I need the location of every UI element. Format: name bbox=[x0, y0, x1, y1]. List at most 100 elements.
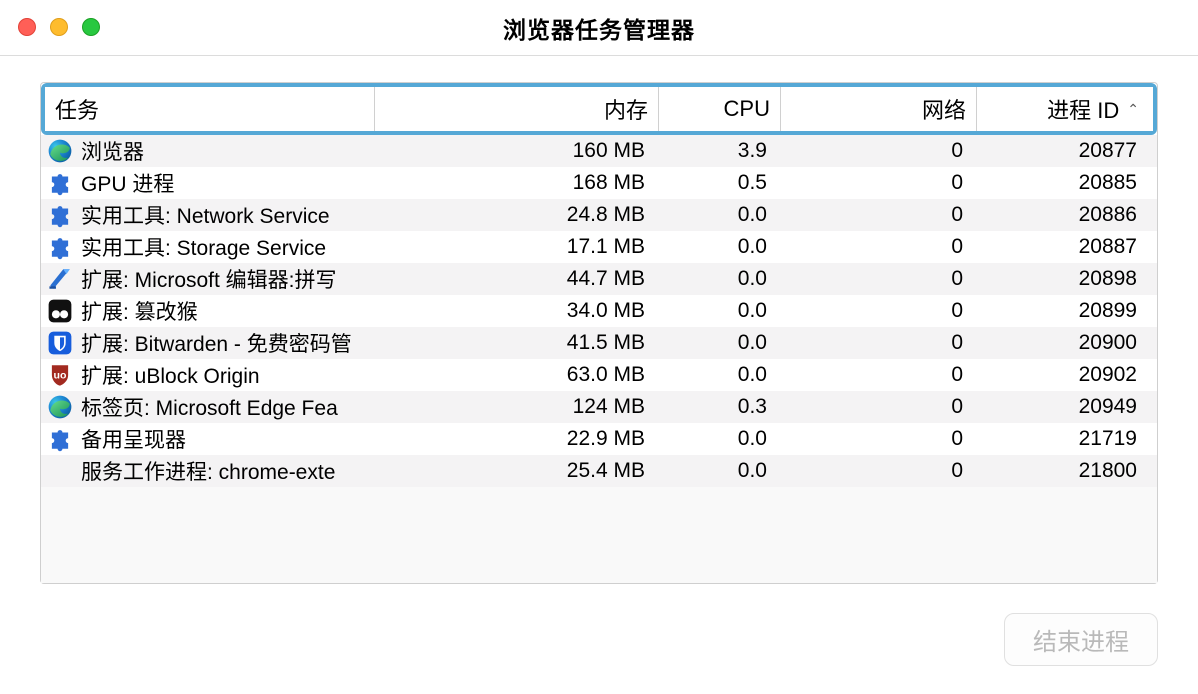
cell-cpu: 0.3 bbox=[655, 395, 777, 419]
cell-cpu: 0.0 bbox=[655, 235, 777, 259]
cell-network: 0 bbox=[777, 427, 973, 451]
cell-network: 0 bbox=[777, 203, 973, 227]
cell-pid: 21800 bbox=[973, 459, 1157, 483]
window-title: 浏览器任务管理器 bbox=[0, 11, 1198, 45]
cell-memory: 124 MB bbox=[371, 395, 655, 419]
cell-pid: 20886 bbox=[973, 203, 1157, 227]
column-header-cpu[interactable]: CPU bbox=[659, 87, 781, 131]
cell-memory: 17.1 MB bbox=[371, 235, 655, 259]
cell-task: 浏览器 bbox=[41, 136, 371, 166]
table-row[interactable]: 服务工作进程: chrome-exte 25.4 MB0.0021800 bbox=[41, 455, 1157, 487]
column-header-network[interactable]: 网络 bbox=[781, 87, 977, 131]
cell-task: 扩展: Bitwarden - 免费密码管 bbox=[41, 328, 371, 358]
task-label: 扩展: Microsoft 编辑器:拼写 bbox=[81, 264, 337, 294]
bitwarden-icon bbox=[47, 330, 73, 356]
task-table-header-wrap: 任务 内存 CPU 网络 进程 ID ⌃ bbox=[41, 83, 1157, 135]
cell-cpu: 0.0 bbox=[655, 459, 777, 483]
column-header-pid[interactable]: 进程 ID ⌃ bbox=[977, 87, 1153, 131]
cell-network: 0 bbox=[777, 395, 973, 419]
close-window-button[interactable] bbox=[18, 18, 36, 36]
cell-pid: 20877 bbox=[973, 139, 1157, 163]
table-row[interactable]: uo 扩展: uBlock Origin63.0 MB0.0020902 bbox=[41, 359, 1157, 391]
column-header-task[interactable]: 任务 bbox=[45, 87, 375, 131]
table-body: 浏览器160 MB3.9020877 GPU 进程168 MB0.5020885… bbox=[41, 135, 1157, 487]
cell-pid: 21719 bbox=[973, 427, 1157, 451]
cell-memory: 34.0 MB bbox=[371, 299, 655, 323]
task-label: 扩展: 篡改猴 bbox=[81, 296, 198, 326]
cell-pid: 20885 bbox=[973, 171, 1157, 195]
puzzle-blue-icon bbox=[47, 426, 73, 452]
cell-pid: 20949 bbox=[973, 395, 1157, 419]
minimize-window-button[interactable] bbox=[50, 18, 68, 36]
cell-memory: 160 MB bbox=[371, 139, 655, 163]
task-label: 实用工具: Network Service bbox=[81, 200, 330, 230]
cell-cpu: 3.9 bbox=[655, 139, 777, 163]
cell-cpu: 0.0 bbox=[655, 203, 777, 227]
table-row[interactable]: 实用工具: Network Service 24.8 MB0.0020886 bbox=[41, 199, 1157, 231]
cell-pid: 20898 bbox=[973, 267, 1157, 291]
table-empty-space bbox=[41, 487, 1157, 583]
cell-memory: 44.7 MB bbox=[371, 267, 655, 291]
edge-icon bbox=[47, 138, 73, 164]
cell-network: 0 bbox=[777, 363, 973, 387]
column-header-network-label: 网络 bbox=[922, 93, 966, 125]
cell-network: 0 bbox=[777, 459, 973, 483]
maximize-window-button[interactable] bbox=[82, 18, 100, 36]
ublock-icon: uo bbox=[47, 362, 73, 388]
task-label: 备用呈现器 bbox=[81, 424, 186, 454]
cell-cpu: 0.0 bbox=[655, 267, 777, 291]
task-label: 标签页: Microsoft Edge Fea bbox=[81, 392, 338, 422]
cell-task: 服务工作进程: chrome-exte bbox=[41, 456, 371, 486]
cell-pid: 20900 bbox=[973, 331, 1157, 355]
task-label: 实用工具: Storage Service bbox=[81, 232, 326, 262]
cell-memory: 24.8 MB bbox=[371, 203, 655, 227]
cell-pid: 20887 bbox=[973, 235, 1157, 259]
cell-task: 标签页: Microsoft Edge Fea bbox=[41, 392, 371, 422]
table-row[interactable]: 备用呈现器22.9 MB0.0021719 bbox=[41, 423, 1157, 455]
cell-cpu: 0.0 bbox=[655, 331, 777, 355]
traffic-lights bbox=[18, 18, 100, 36]
column-header-cpu-label: CPU bbox=[724, 96, 770, 122]
cell-network: 0 bbox=[777, 331, 973, 355]
table-row[interactable]: 实用工具: Storage Service17.1 MB0.0020887 bbox=[41, 231, 1157, 263]
cell-memory: 63.0 MB bbox=[371, 363, 655, 387]
puzzle-blue-icon bbox=[47, 170, 73, 196]
editor-icon bbox=[47, 266, 73, 292]
table-row[interactable]: 扩展: 篡改猴 34.0 MB0.0020899 bbox=[41, 295, 1157, 327]
cell-network: 0 bbox=[777, 299, 973, 323]
table-row[interactable]: 扩展: Microsoft 编辑器:拼写 44.7 MB0.0020898 bbox=[41, 263, 1157, 295]
column-header-pid-label: 进程 ID bbox=[1047, 93, 1119, 125]
svg-text:uo: uo bbox=[54, 369, 67, 381]
table-row[interactable]: 浏览器160 MB3.9020877 bbox=[41, 135, 1157, 167]
cell-memory: 41.5 MB bbox=[371, 331, 655, 355]
task-label: 浏览器 bbox=[81, 136, 144, 166]
cell-memory: 22.9 MB bbox=[371, 427, 655, 451]
task-label: 扩展: uBlock Origin bbox=[81, 360, 260, 390]
cell-cpu: 0.0 bbox=[655, 299, 777, 323]
puzzle-blue-icon bbox=[47, 234, 73, 260]
table-row[interactable]: 标签页: Microsoft Edge Fea 124 MB0.3020949 bbox=[41, 391, 1157, 423]
column-header-task-label: 任务 bbox=[55, 93, 99, 125]
task-label: 服务工作进程: chrome-exte bbox=[81, 456, 335, 486]
column-header-memory[interactable]: 内存 bbox=[375, 87, 659, 131]
edge-icon bbox=[47, 394, 73, 420]
cell-memory: 25.4 MB bbox=[371, 459, 655, 483]
task-label: GPU 进程 bbox=[81, 168, 174, 198]
cell-memory: 168 MB bbox=[371, 171, 655, 195]
puzzle-blue-icon bbox=[47, 202, 73, 228]
cell-task: uo 扩展: uBlock Origin bbox=[41, 360, 371, 390]
cell-cpu: 0.0 bbox=[655, 363, 777, 387]
cell-pid: 20899 bbox=[973, 299, 1157, 323]
cell-network: 0 bbox=[777, 267, 973, 291]
cell-task: 实用工具: Network Service bbox=[41, 200, 371, 230]
table-row[interactable]: 扩展: Bitwarden - 免费密码管41.5 MB0.0020900 bbox=[41, 327, 1157, 359]
tamper-icon bbox=[47, 298, 73, 324]
end-process-button[interactable]: 结束进程 bbox=[1004, 613, 1158, 666]
cell-task: 备用呈现器 bbox=[41, 424, 371, 454]
window-titlebar: 浏览器任务管理器 bbox=[0, 0, 1198, 56]
table-row[interactable]: GPU 进程168 MB0.5020885 bbox=[41, 167, 1157, 199]
cell-task: 实用工具: Storage Service bbox=[41, 232, 371, 262]
cell-task: GPU 进程 bbox=[41, 168, 371, 198]
column-header-memory-label: 内存 bbox=[604, 93, 648, 125]
cell-pid: 20902 bbox=[973, 363, 1157, 387]
